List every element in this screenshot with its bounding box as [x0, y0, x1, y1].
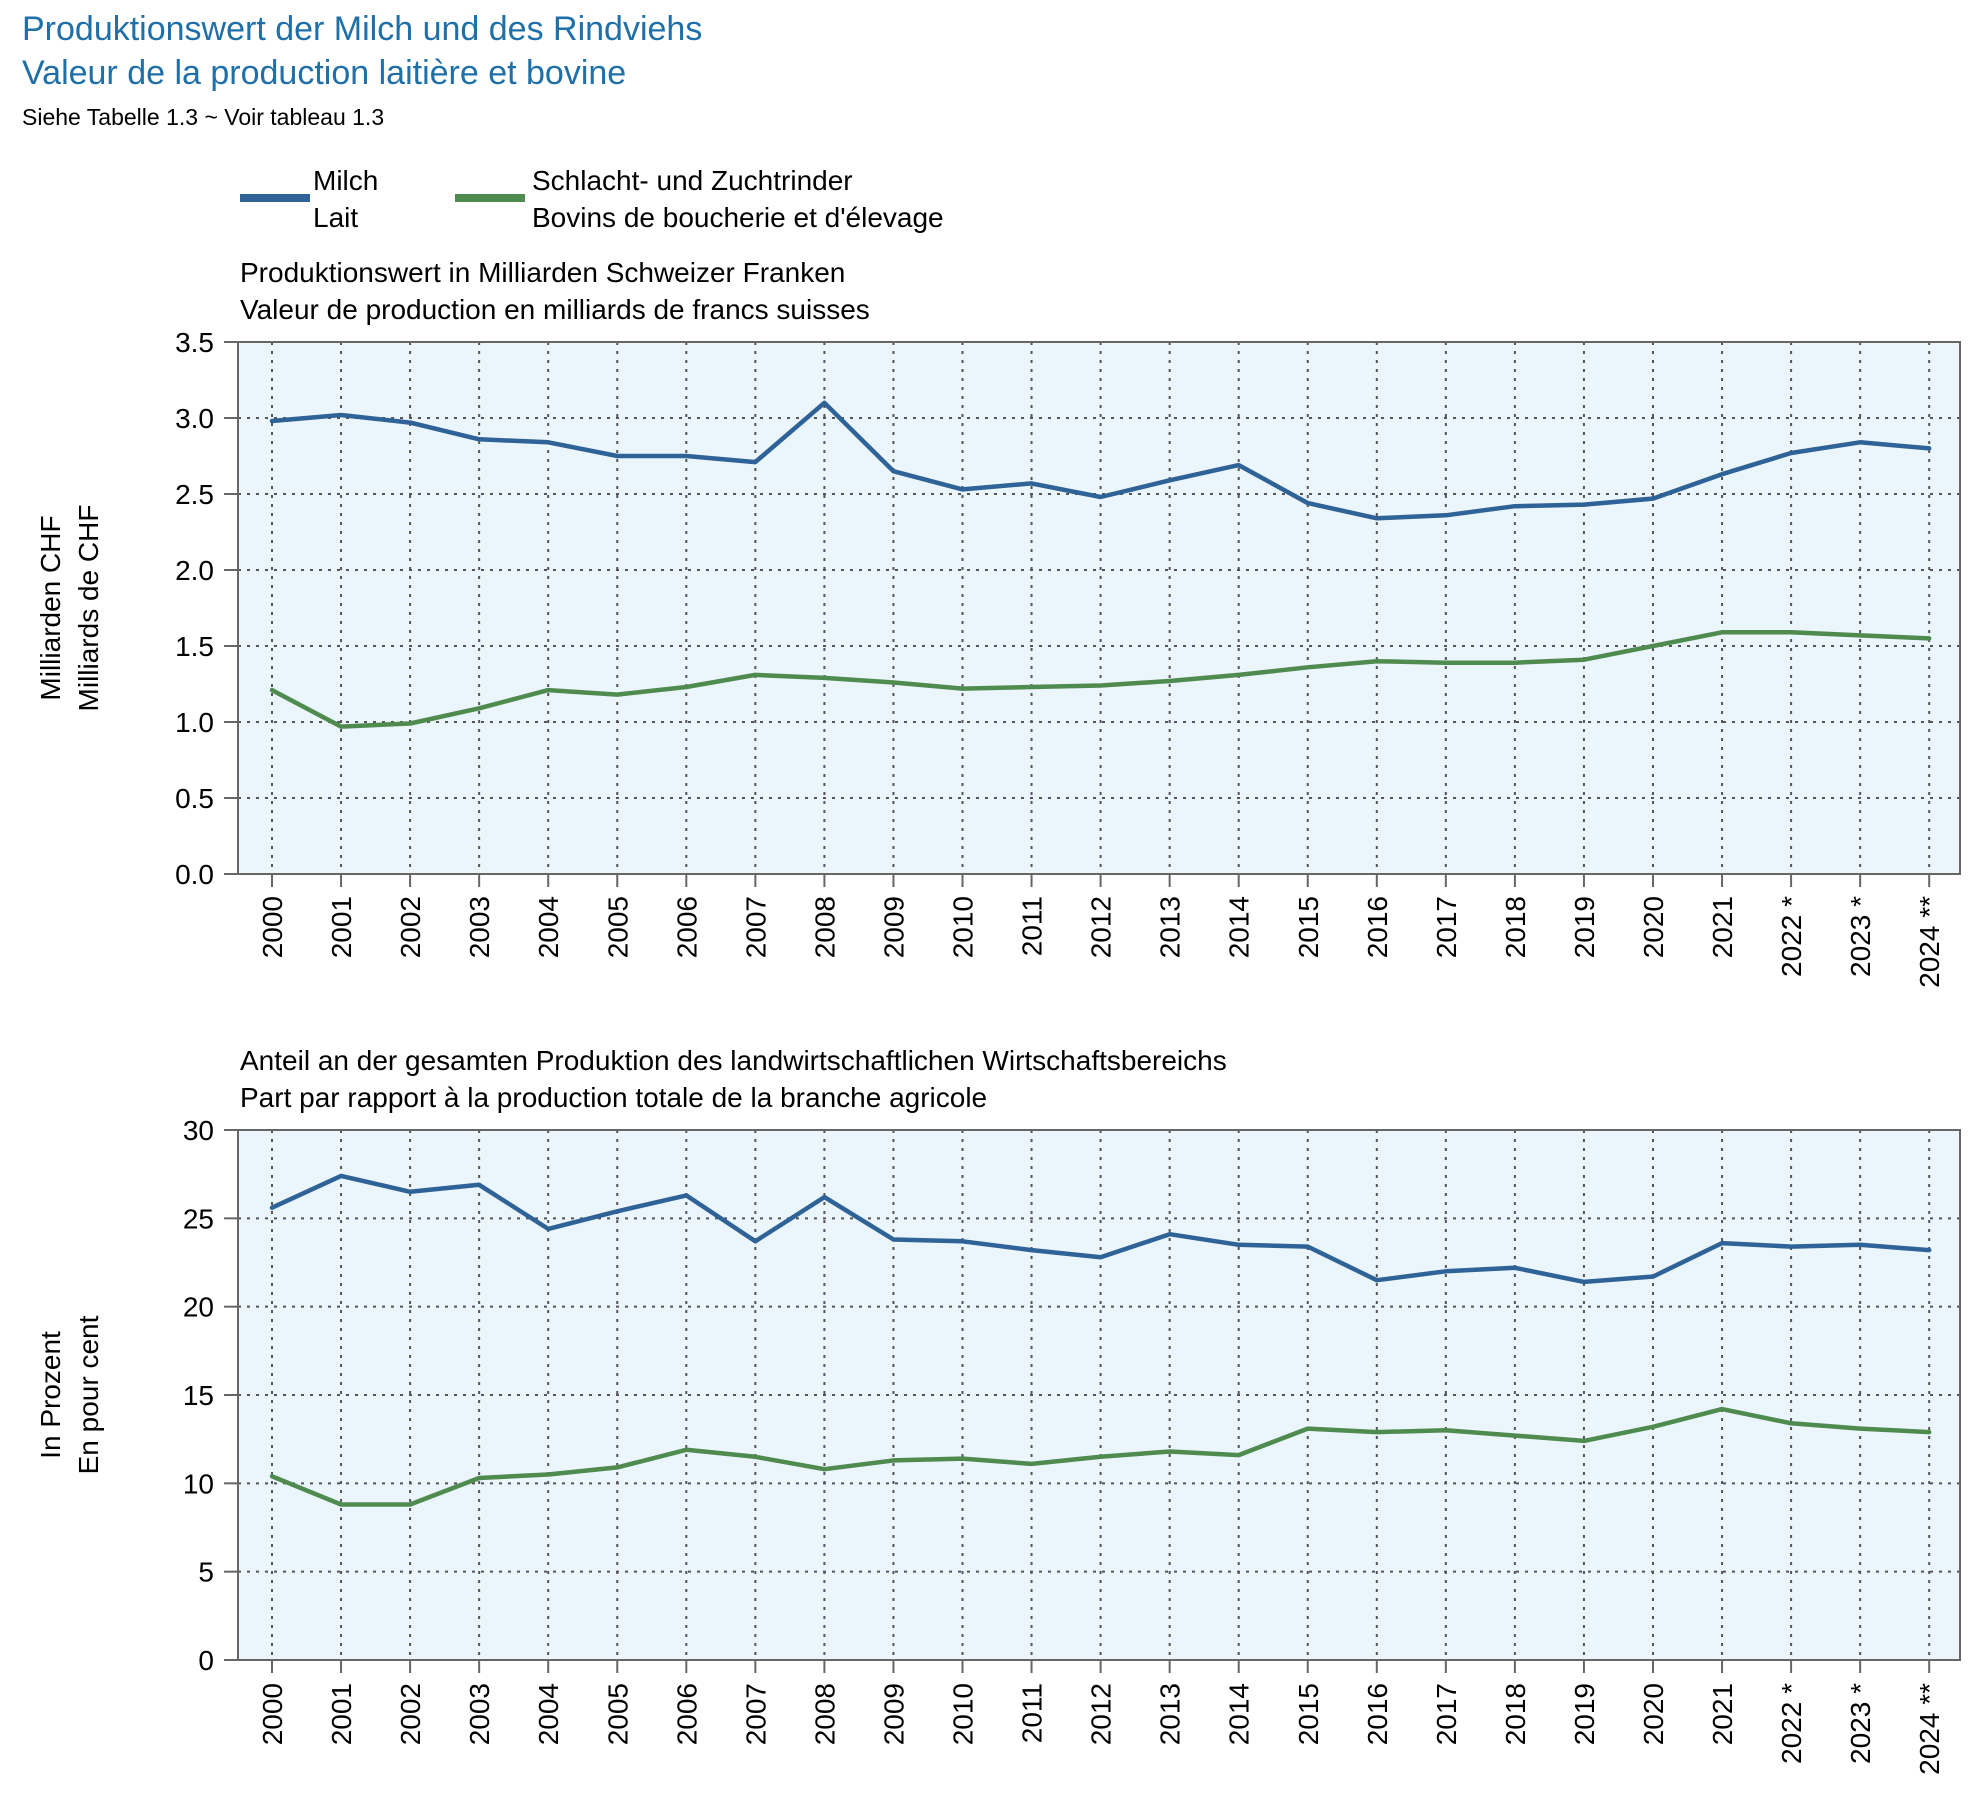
chart2-xtick-label: 2006 — [671, 1683, 702, 1745]
chart1-xtick-label: 2021 — [1707, 896, 1738, 958]
legend-label-cattle: Schlacht- und Zuchtrinder Bovins de bouc… — [532, 162, 944, 236]
chart1-xtick-label: 2015 — [1293, 896, 1324, 958]
chart1-xtick-label: 2017 — [1431, 896, 1462, 958]
chart2-xtick-label: 2023 * — [1845, 1683, 1876, 1764]
chart1-ytick-label: 3.5 — [175, 327, 214, 358]
chart1-title-line: Produktionswert in Milliarden Schweizer … — [240, 257, 845, 288]
chart2-xtick-label: 2012 — [1086, 1683, 1117, 1745]
chart1-xtick-label: 2006 — [671, 896, 702, 958]
chart2-ytick-label: 10 — [183, 1468, 214, 1499]
chart2-ytick-label: 30 — [183, 1115, 214, 1146]
chart-title-de: Produktionswert der Milch und des Rindvi… — [22, 10, 703, 48]
chart1-xtick-label: 2007 — [740, 896, 771, 958]
chart1-xtick-label: 2016 — [1362, 896, 1393, 958]
chart1-frame — [237, 341, 1961, 875]
chart2-ytick-label: 20 — [183, 1292, 214, 1323]
legend-swatch-milk — [240, 194, 310, 202]
chart2-ytick-label: 0 — [198, 1645, 214, 1676]
legend-label-cattle-de: Schlacht- und Zuchtrinder — [532, 165, 853, 196]
chart1-xtick-label: 2022 * — [1776, 896, 1807, 977]
chart2-xtick-label: 2001 — [326, 1683, 357, 1745]
chart2-xtick-label: 2016 — [1362, 1683, 1393, 1745]
chart2-series-cattle-line — [269, 1406, 1932, 1507]
chart1-ytick-label: 2.5 — [175, 479, 214, 510]
chart2-xtick-label: 2002 — [395, 1683, 426, 1745]
chart2-xtick-label: 2007 — [740, 1683, 771, 1745]
chart2-series-milk-line — [269, 1173, 1932, 1285]
chart2-xtick-label: 2011 — [1017, 1683, 1048, 1743]
legend-label-milk: Milch Lait — [313, 162, 378, 236]
chart1-xtick-label: 2012 — [1086, 896, 1117, 958]
chart2-xtick-label: 2008 — [809, 1683, 840, 1745]
chart2-xtick-label: 2020 — [1638, 1683, 1669, 1745]
chart2-ylabel-line: En pour cent — [73, 1315, 104, 1474]
chart1-xtick-label: 2014 — [1224, 896, 1255, 958]
chart1-series-cattle-line — [269, 630, 1932, 729]
chart1-xtick-label: 2000 — [257, 896, 288, 958]
chart-title-fr: Valeur de la production laitière et bovi… — [22, 54, 627, 92]
chart2-title-line: Anteil an der gesamten Produktion des la… — [240, 1045, 1227, 1076]
chart1-xtick-label: 2010 — [948, 896, 979, 958]
chart1-ylabel-line: Milliards de CHF — [73, 505, 104, 712]
chart1-xtick-label: 2005 — [602, 896, 633, 958]
chart1-xtick-label: 2004 — [533, 896, 564, 958]
chart1-xtick-label: 2009 — [878, 896, 909, 958]
chart2-xtick-label: 2019 — [1569, 1683, 1600, 1745]
chart2-xtick-label: 2022 * — [1776, 1683, 1807, 1764]
chart2-ytick-label: 5 — [198, 1557, 214, 1588]
chart1-xtick-label: 2001 — [326, 896, 357, 958]
chart2-xtick-label: 2017 — [1431, 1683, 1462, 1745]
chart1-xtick-label: 2008 — [809, 896, 840, 958]
chart2-ytick-label: 15 — [183, 1380, 214, 1411]
chart1-xtick-label: 2011 — [1017, 896, 1048, 956]
chart2-xtick-label: 2013 — [1155, 1683, 1186, 1745]
chart1-xtick-label: 2018 — [1500, 896, 1531, 958]
chart1-title-line: Valeur de production en milliards de fra… — [240, 294, 870, 325]
chart1-ytick-label: 0.5 — [175, 783, 214, 814]
chart1-xtick-label: 2019 — [1569, 896, 1600, 958]
legend-swatch-cattle — [455, 194, 525, 202]
chart1-xtick-label: 2002 — [395, 896, 426, 958]
chart1-series-milk-line — [269, 400, 1932, 521]
chart2-xtick-label: 2009 — [878, 1683, 909, 1745]
chart1-xtick-label: 2023 * — [1845, 896, 1876, 977]
chart1-ytick-label: 1.5 — [175, 631, 214, 662]
chart2-xtick-label: 2024 ** — [1914, 1683, 1945, 1775]
chart1-xtick-label: 2013 — [1155, 896, 1186, 958]
legend-label-cattle-fr: Bovins de boucherie et d'élevage — [532, 202, 944, 233]
chart2-ylabel-line: In Prozent — [35, 1331, 66, 1459]
chart1-ylabel-line: Milliarden CHF — [35, 515, 66, 700]
table-reference: Siehe Tabelle 1.3 ~ Voir tableau 1.3 — [22, 104, 385, 130]
chart2-plot-area — [238, 1130, 1960, 1660]
chart1-ytick-label: 0.0 — [175, 859, 214, 890]
chart2-xtick-label: 2014 — [1224, 1683, 1255, 1745]
chart2-xtick-label: 2010 — [948, 1683, 979, 1745]
chart1-xtick-label: 2003 — [464, 896, 495, 958]
chart2-xtick-label: 2004 — [533, 1683, 564, 1745]
chart1-plot-area — [238, 342, 1960, 874]
chart2-frame — [237, 1129, 1961, 1661]
chart2-xtick-label: 2003 — [464, 1683, 495, 1745]
legend-label-milk-fr: Lait — [313, 202, 359, 233]
chart1-ytick-label: 1.0 — [175, 707, 214, 738]
chart1-ytick-label: 3.0 — [175, 403, 214, 434]
chart2-title-line: Part par rapport à la production totale … — [240, 1082, 987, 1113]
chart2-xtick-label: 2005 — [602, 1683, 633, 1745]
chart2-xtick-label: 2018 — [1500, 1683, 1531, 1745]
chart2-xtick-label: 2015 — [1293, 1683, 1324, 1745]
chart2-ytick-label: 25 — [183, 1203, 214, 1234]
chart2-xtick-label: 2000 — [257, 1683, 288, 1745]
chart1-xtick-label: 2020 — [1638, 896, 1669, 958]
legend-label-milk-de: Milch — [313, 165, 379, 196]
chart1-ytick-label: 2.0 — [175, 555, 214, 586]
chart1-xtick-label: 2024 ** — [1914, 896, 1945, 988]
chart2-xtick-label: 2021 — [1707, 1683, 1738, 1745]
